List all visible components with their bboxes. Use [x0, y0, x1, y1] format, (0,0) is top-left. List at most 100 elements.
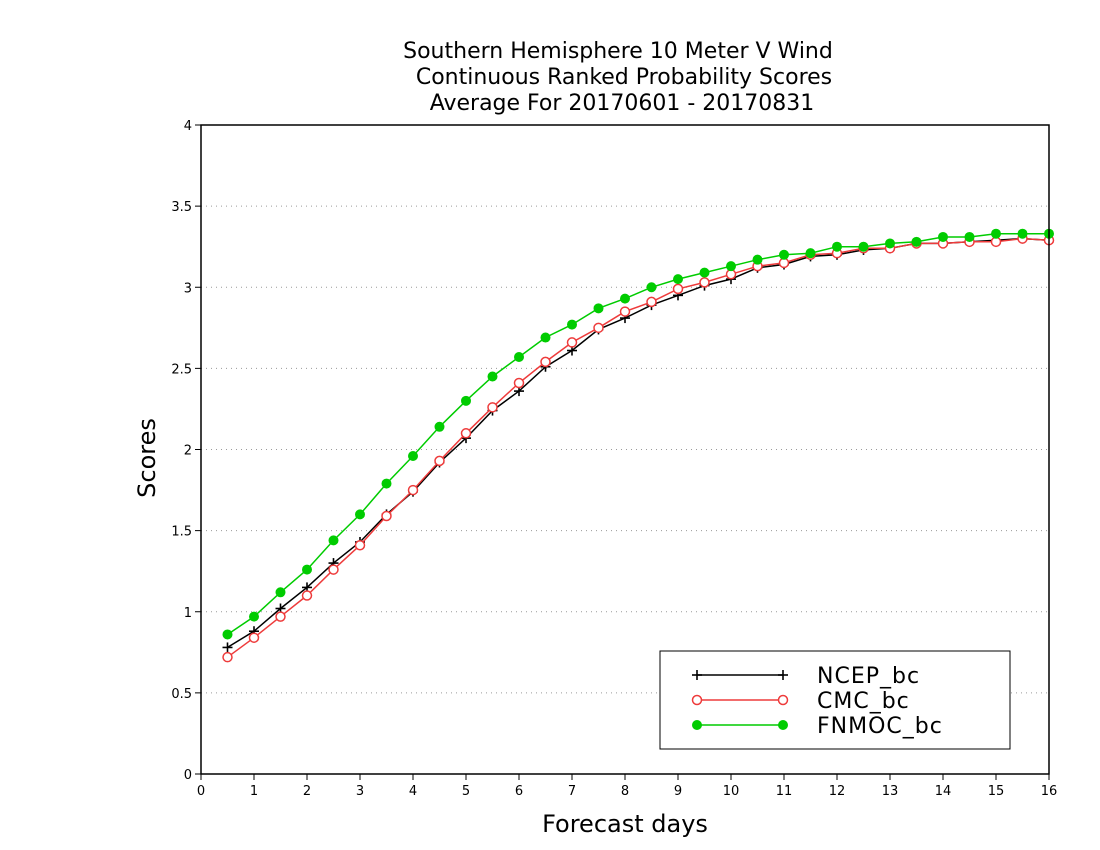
y-tick-label: 4 [184, 119, 192, 134]
data-point-cmc-bc [301, 590, 313, 601]
legend-marker [778, 670, 788, 680]
data-point-fnmoc-bc [328, 535, 339, 546]
x-tick-label: 10 [723, 784, 740, 799]
y-tick-label: 1 [184, 606, 192, 621]
y-tick-label: 2.5 [171, 362, 192, 377]
data-point-fnmoc-bc [911, 236, 922, 247]
legend-label-cmc-bc: CMC_bc [817, 689, 910, 714]
data-point-fnmoc-bc [646, 282, 657, 293]
x-axis-label: Forecast days [542, 810, 708, 838]
data-point-fnmoc-bc [381, 478, 392, 489]
data-point-cmc-bc [407, 484, 419, 496]
title-line-3: Average For 20170601 - 20170831 [430, 91, 815, 116]
data-point-cmc-bc [540, 356, 551, 368]
data-point-fnmoc-bc [514, 352, 524, 363]
data-point-fnmoc-bc [434, 421, 445, 432]
legend-marker [778, 720, 788, 730]
data-point-cmc-bc [275, 611, 286, 622]
y-tick-label: 0.5 [171, 687, 192, 702]
data-point-fnmoc-bc [938, 231, 948, 242]
data-point-fnmoc-bc [567, 319, 577, 330]
data-point-fnmoc-bc [1017, 228, 1028, 239]
data-point-cmc-bc [646, 296, 657, 308]
data-point-cmc-bc [619, 306, 631, 317]
data-point-fnmoc-bc [726, 261, 736, 272]
data-point-fnmoc-bc [673, 274, 683, 285]
x-tick-label: 5 [462, 784, 470, 799]
x-tick-label: 9 [674, 784, 682, 799]
chart-title: Southern Hemisphere 10 Meter V Wind Cont… [403, 39, 833, 116]
x-tick-label: 11 [776, 784, 793, 799]
data-point-cmc-bc [434, 455, 445, 467]
legend-entry-cmc-bc: CMC_bc [691, 689, 910, 714]
y-tick-label: 3.5 [171, 200, 192, 215]
data-point-fnmoc-bc [355, 509, 365, 520]
x-tick-label: 15 [988, 784, 1005, 799]
x-tick-label: 4 [409, 784, 417, 799]
data-point-cmc-bc [593, 322, 604, 334]
data-point-cmc-bc [460, 428, 472, 439]
y-tick-label: 1.5 [171, 525, 192, 540]
series-ncep-bc [222, 233, 1054, 653]
data-point-fnmoc-bc [805, 248, 816, 259]
series-layer [222, 228, 1055, 663]
grid-lines [201, 205, 1049, 694]
data-point-fnmoc-bc [593, 303, 604, 314]
x-tick-label: 1 [250, 784, 258, 799]
data-point-fnmoc-bc [275, 587, 286, 598]
data-point-fnmoc-bc [964, 231, 975, 242]
y-tick-label: 3 [184, 281, 192, 296]
data-point-fnmoc-bc [487, 371, 498, 382]
title-line-2: Continuous Ranked Probability Scores [416, 65, 832, 90]
legend-marker [691, 694, 703, 706]
x-tick-label: 8 [621, 784, 629, 799]
data-point-cmc-bc [222, 651, 233, 663]
x-tick-label: 13 [882, 784, 899, 799]
series-line-cmc-bc [227, 237, 1050, 658]
axis-ticks: 00.511.522.533.540 1 2 3 4 5 6 7 8 9 10 11 12 13 14 15 1… [171, 119, 1057, 799]
series-fnmoc-bc [222, 228, 1054, 640]
data-point-cmc-bc [672, 283, 684, 295]
data-point-fnmoc-bc [620, 293, 630, 304]
data-point-cmc-bc [513, 377, 525, 389]
title-line-1: Southern Hemisphere 10 Meter V Wind [403, 39, 833, 64]
data-point-cmc-bc [381, 510, 392, 522]
x-tick-label: 0 [197, 784, 205, 799]
data-point-fnmoc-bc [222, 629, 233, 640]
data-point-fnmoc-bc [249, 611, 259, 622]
x-tick-label: 12 [829, 784, 846, 799]
legend-entry-fnmoc-bc: FNMOC_bc [692, 714, 943, 739]
data-point-cmc-bc [699, 277, 710, 288]
data-point-fnmoc-bc [858, 241, 869, 252]
legend-entry-ncep-bc: NCEP_bc [692, 664, 920, 689]
data-point-fnmoc-bc [302, 564, 312, 575]
data-point-cmc-bc [328, 564, 339, 575]
legend-marker [692, 670, 702, 680]
x-tick-label: 7 [568, 784, 576, 799]
series-line-ncep-bc [227, 237, 1050, 649]
x-tick-label: 3 [356, 784, 364, 799]
data-point-cmc-bc [487, 402, 498, 413]
data-point-fnmoc-bc [779, 249, 789, 260]
y-axis-label: Scores [133, 418, 161, 498]
data-point-fnmoc-bc [885, 238, 895, 249]
x-tick-label: 14 [935, 784, 952, 799]
legend-label-fnmoc-bc: FNMOC_bc [817, 714, 943, 739]
legend-marker [777, 694, 789, 706]
data-point-fnmoc-bc [408, 450, 418, 461]
legend-label-ncep-bc: NCEP_bc [817, 664, 920, 689]
data-point-cmc-bc [248, 632, 260, 643]
data-point-ncep-bc [222, 642, 233, 653]
data-point-cmc-bc [566, 337, 578, 348]
data-point-fnmoc-bc [540, 332, 551, 343]
x-tick-label: 16 [1041, 784, 1058, 799]
y-tick-label: 2 [184, 444, 192, 459]
data-point-fnmoc-bc [461, 395, 471, 406]
data-point-fnmoc-bc [832, 241, 842, 252]
x-tick-label: 6 [515, 784, 523, 799]
series-cmc-bc [222, 233, 1055, 663]
y-tick-label: 0 [184, 768, 192, 783]
x-tick-label: 2 [303, 784, 311, 799]
